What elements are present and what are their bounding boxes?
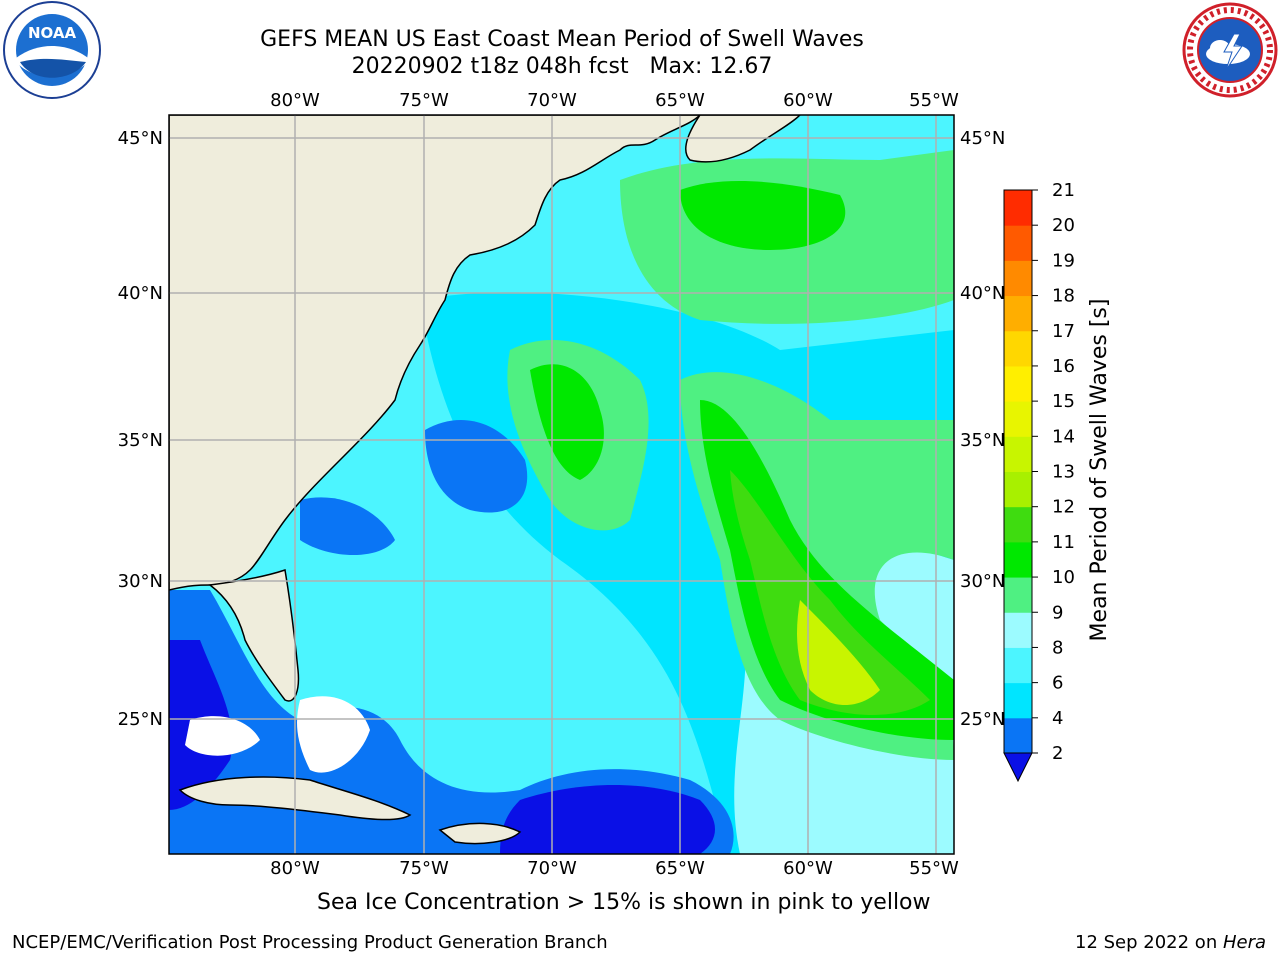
lat-tick-label: 35°N <box>118 430 163 451</box>
lon-tick-label: 55°W <box>909 858 959 879</box>
colorbar-segment <box>1004 330 1032 367</box>
lon-tick-label: 75°W <box>399 858 449 879</box>
colorbar-tick-label: 20 <box>1052 215 1075 236</box>
colorbar-tick-label: 19 <box>1052 250 1075 271</box>
colorbar-segment <box>1004 225 1032 261</box>
colorbar-tick-label: 14 <box>1052 426 1075 447</box>
lon-tick-label: 80°W <box>270 90 320 111</box>
colorbar-segment <box>1004 365 1032 402</box>
forecast-subtitle: 20220902 t18z 048h fcst Max: 12.67 <box>351 54 773 79</box>
footer-date: 12 Sep 2022 on Hera <box>1075 932 1266 953</box>
colorbar-label: Mean Period of Swell Waves [s] <box>1087 299 1112 642</box>
colorbar-segment <box>1004 190 1032 226</box>
noaa-logo-text: NOAA <box>28 24 77 42</box>
lon-tick-label: 75°W <box>399 90 449 111</box>
colorbar-segment <box>1004 647 1032 684</box>
lon-tick-label: 70°W <box>527 858 577 879</box>
lon-tick-label: 70°W <box>527 90 577 111</box>
lat-tick-label: 40°N <box>118 283 163 304</box>
colorbar-tick-label: 6 <box>1052 673 1063 694</box>
colorbar-segment <box>1004 506 1032 543</box>
colorbar: 2 4 6 8 9 10 11 12 13 14 15 16 17 18 19 20 21 <box>1003 180 1075 783</box>
colorbar-tick-label: 21 <box>1052 180 1075 201</box>
map-frame <box>168 114 955 855</box>
colorbar-segment <box>1004 471 1032 508</box>
colorbar-tick-label: 15 <box>1052 391 1075 412</box>
lon-tick-label: 60°W <box>783 858 833 879</box>
sea-ice-caption: Sea Ice Concentration > 15% is shown in … <box>317 890 931 915</box>
footer-date-text: 12 Sep 2022 on <box>1075 932 1223 953</box>
colorbar-tick-label: 11 <box>1052 532 1075 553</box>
land-hispaniola <box>438 822 522 845</box>
nws-logo <box>1182 2 1278 98</box>
period-contour-2-offshore <box>425 420 528 513</box>
no-data-area <box>185 716 260 756</box>
lon-tick-label: 65°W <box>655 858 705 879</box>
period-contour-11 <box>730 470 930 715</box>
lat-tick-label: 40°N <box>960 283 1005 304</box>
lon-labels-bottom: 80°W 75°W 70°W 65°W 60°W 55°W <box>270 858 959 879</box>
period-contour-lowest-caribbean <box>500 785 715 854</box>
period-contour-10-south <box>700 400 954 740</box>
map-title: GEFS MEAN US East Coast Mean Period of S… <box>260 27 864 52</box>
lon-tick-label: 80°W <box>270 858 320 879</box>
period-contour-12 <box>797 600 880 705</box>
lat-labels-left: 45°N 40°N 35°N 30°N 25°N <box>118 128 163 730</box>
footer-host: Hera <box>1222 932 1266 953</box>
lat-tick-label: 45°N <box>960 128 1005 149</box>
colorbar-tick-label: 18 <box>1052 286 1075 307</box>
footer-credit: NCEP/EMC/Verification Post Processing Pr… <box>12 932 608 953</box>
period-contour-2-carolina <box>300 497 395 555</box>
map-grid <box>169 115 954 854</box>
colorbar-tick-label: 13 <box>1052 462 1075 483</box>
period-contour-10-central <box>530 364 604 480</box>
lat-tick-label: 25°N <box>960 709 1005 730</box>
lon-labels-top: 80°W 75°W 70°W 65°W 60°W 55°W <box>270 90 959 111</box>
lat-tick-label: 30°N <box>960 571 1005 592</box>
swell-period-field <box>169 115 954 854</box>
land-florida <box>208 569 300 702</box>
colorbar-segment <box>1004 541 1032 578</box>
colorbar-segment <box>1004 682 1032 719</box>
colorbar-tick-label: 8 <box>1052 637 1063 658</box>
colorbar-tick-label: 4 <box>1052 708 1063 729</box>
period-contour-10-north <box>680 180 846 250</box>
lat-labels-right: 45°N 40°N 35°N 30°N 25°N <box>960 128 1005 730</box>
land-north-america <box>169 115 702 591</box>
colorbar-segment <box>1004 612 1032 648</box>
colorbar-segment <box>1004 295 1032 332</box>
colorbar-segment <box>1004 577 1032 613</box>
colorbar-extend-arrow <box>1003 752 1033 783</box>
colorbar-segment <box>1004 717 1032 754</box>
lat-tick-label: 30°N <box>118 571 163 592</box>
colorbar-tick-label: 16 <box>1052 356 1075 377</box>
lat-tick-label: 45°N <box>118 128 163 149</box>
lon-tick-label: 55°W <box>909 90 959 111</box>
colorbar-tick-label: 10 <box>1052 567 1075 588</box>
colorbar-segment <box>1004 436 1032 472</box>
no-data-area <box>297 696 370 773</box>
lat-tick-label: 25°N <box>118 709 163 730</box>
colorbar-segment <box>1004 260 1032 297</box>
noaa-logo: NOAA <box>3 1 101 99</box>
colorbar-tick-label: 12 <box>1052 497 1075 518</box>
lat-tick-label: 35°N <box>960 430 1005 451</box>
colorbar-segment <box>1004 401 1032 437</box>
colorbar-tick-label: 17 <box>1052 321 1075 342</box>
lon-tick-label: 65°W <box>655 90 705 111</box>
lon-tick-label: 60°W <box>783 90 833 111</box>
colorbar-tick-label: 9 <box>1052 602 1063 623</box>
colorbar-tick-label: 2 <box>1052 743 1063 764</box>
